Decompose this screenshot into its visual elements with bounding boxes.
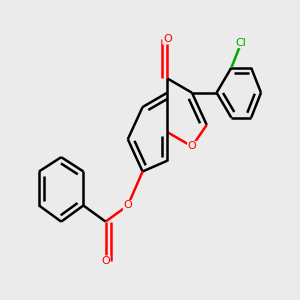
Text: O: O bbox=[163, 34, 172, 44]
Text: O: O bbox=[123, 200, 132, 211]
Text: Cl: Cl bbox=[236, 38, 247, 48]
Text: O: O bbox=[101, 256, 110, 266]
Text: O: O bbox=[188, 141, 196, 152]
